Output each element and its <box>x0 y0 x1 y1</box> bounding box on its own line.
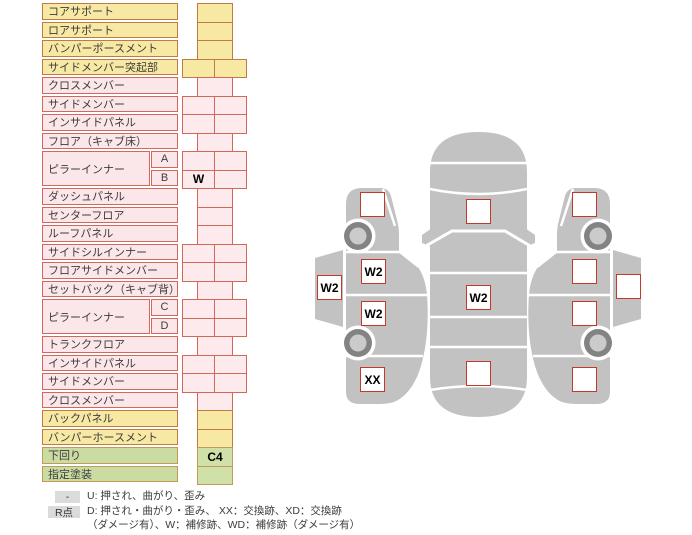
part-label: フロア（キャブ床） <box>42 132 178 149</box>
damage-marker-left-rear-door[interactable]: W2 <box>361 301 386 326</box>
legend-text-d: D: 押され・曲がり・歪み、 XX：交換跡、XD：交換跡 <box>87 505 342 517</box>
legend-key-rten: R点 <box>48 506 80 519</box>
damage-marker-roof[interactable]: W2 <box>466 285 491 310</box>
part-label: サイドシルインナー <box>42 243 178 260</box>
pillar-sub-label: D <box>151 317 178 334</box>
part-label: フロアサイドメンバー <box>42 262 178 279</box>
damage-cell[interactable] <box>197 40 233 60</box>
part-label: クロスメンバー <box>42 391 178 408</box>
damage-cell[interactable] <box>182 58 215 78</box>
damage-marker-left-front-door[interactable]: W2 <box>361 259 386 284</box>
damage-cell[interactable] <box>214 299 247 319</box>
damage-marker-trunk[interactable] <box>466 361 491 386</box>
damage-cell[interactable] <box>182 354 215 374</box>
right-mirror-shape <box>525 228 535 247</box>
part-label: バンパーホースメント <box>42 428 178 445</box>
damage-marker-right-rear-fender[interactable] <box>572 367 597 392</box>
part-label: サイドメンバー <box>42 373 178 390</box>
part-label: トランクフロア <box>42 336 178 353</box>
damage-cell[interactable] <box>197 280 233 300</box>
damage-cell[interactable] <box>214 317 247 337</box>
damage-marker-left-rear-fender[interactable]: XX <box>360 367 385 392</box>
damage-cell[interactable] <box>197 428 233 448</box>
right-rear-wheel-icon <box>580 325 616 361</box>
damage-marker-right-rear-door[interactable] <box>572 301 597 326</box>
legend-text-u: U: 押され、曲がり、歪み <box>87 490 206 502</box>
part-label: センターフロア <box>42 206 178 223</box>
damage-cell[interactable] <box>182 262 215 282</box>
damage-cell[interactable] <box>197 391 233 411</box>
damage-marker-hood[interactable] <box>466 199 491 224</box>
part-label: インサイドパネル <box>42 114 178 131</box>
damage-cell[interactable] <box>197 410 233 430</box>
damage-cell[interactable] <box>197 336 233 356</box>
part-label: コアサポート <box>42 3 178 20</box>
damage-marker-right-front-door[interactable] <box>572 259 597 284</box>
damage-cell[interactable] <box>182 317 215 337</box>
legend-key-dash: - <box>55 491 80 503</box>
part-label: ルーフパネル <box>42 225 178 242</box>
damage-cell[interactable]: C4 <box>197 447 233 467</box>
damage-cell[interactable] <box>197 206 233 226</box>
part-label: ピラーインナー <box>42 151 150 186</box>
damage-marker-left-outer-panel[interactable]: W2 <box>317 275 342 300</box>
damage-cell[interactable] <box>197 465 233 485</box>
damage-cell[interactable] <box>214 95 247 115</box>
car-top-view <box>422 132 535 417</box>
right-front-wheel-icon <box>580 218 616 254</box>
damage-cell[interactable] <box>214 58 247 78</box>
damage-marker-right-front-fender[interactable] <box>572 192 597 217</box>
damage-cell[interactable] <box>197 188 233 208</box>
pillar-sub-label: B <box>151 169 178 186</box>
damage-marker-left-front-fender[interactable] <box>360 192 385 217</box>
part-label: サイドメンバー <box>42 95 178 112</box>
damage-cell[interactable] <box>182 95 215 115</box>
part-label: 指定塗装 <box>42 465 178 482</box>
damage-cell[interactable] <box>182 299 215 319</box>
damage-cell[interactable] <box>182 114 215 134</box>
part-label: ダッシュパネル <box>42 188 178 205</box>
car-left-side-view <box>315 188 428 404</box>
damage-cell[interactable] <box>214 373 247 393</box>
left-rear-wheel-icon <box>340 325 376 361</box>
part-label: クロスメンバー <box>42 77 178 94</box>
part-label: バンパーポースメント <box>42 40 178 57</box>
part-label: セットバック（キャブ背） <box>42 280 180 297</box>
damage-cell[interactable] <box>197 3 233 23</box>
damage-cell[interactable] <box>214 114 247 134</box>
damage-cell[interactable] <box>197 77 233 97</box>
part-label: 下回り <box>42 447 178 464</box>
car-right-side-view <box>528 188 641 404</box>
legend-text-d-cont: （ダメージ有）、W：補修跡、WD：補修跡（ダメージ有） <box>87 519 361 531</box>
damage-cell[interactable] <box>214 354 247 374</box>
part-label: ピラーインナー <box>42 299 150 334</box>
damage-cell[interactable] <box>182 243 215 263</box>
left-front-wheel-icon <box>340 218 376 254</box>
part-label: インサイドパネル <box>42 354 178 371</box>
damage-cell[interactable] <box>197 132 233 152</box>
damage-cell[interactable] <box>197 21 233 41</box>
damage-cell[interactable] <box>214 169 247 189</box>
part-label: ロアサポート <box>42 21 178 38</box>
damage-cell[interactable] <box>182 373 215 393</box>
part-label: サイドメンバー突起部 <box>42 58 178 75</box>
pillar-sub-label: A <box>151 151 178 168</box>
damage-cell[interactable] <box>197 225 233 245</box>
damage-cell[interactable]: W <box>182 169 215 189</box>
part-label: バックパネル <box>42 410 178 427</box>
damage-marker-right-outer-panel[interactable] <box>616 274 641 299</box>
pillar-sub-label: C <box>151 299 178 316</box>
damage-cell[interactable] <box>214 243 247 263</box>
damage-cell[interactable] <box>182 151 215 171</box>
damage-cell[interactable] <box>214 151 247 171</box>
damage-cell[interactable] <box>214 262 247 282</box>
